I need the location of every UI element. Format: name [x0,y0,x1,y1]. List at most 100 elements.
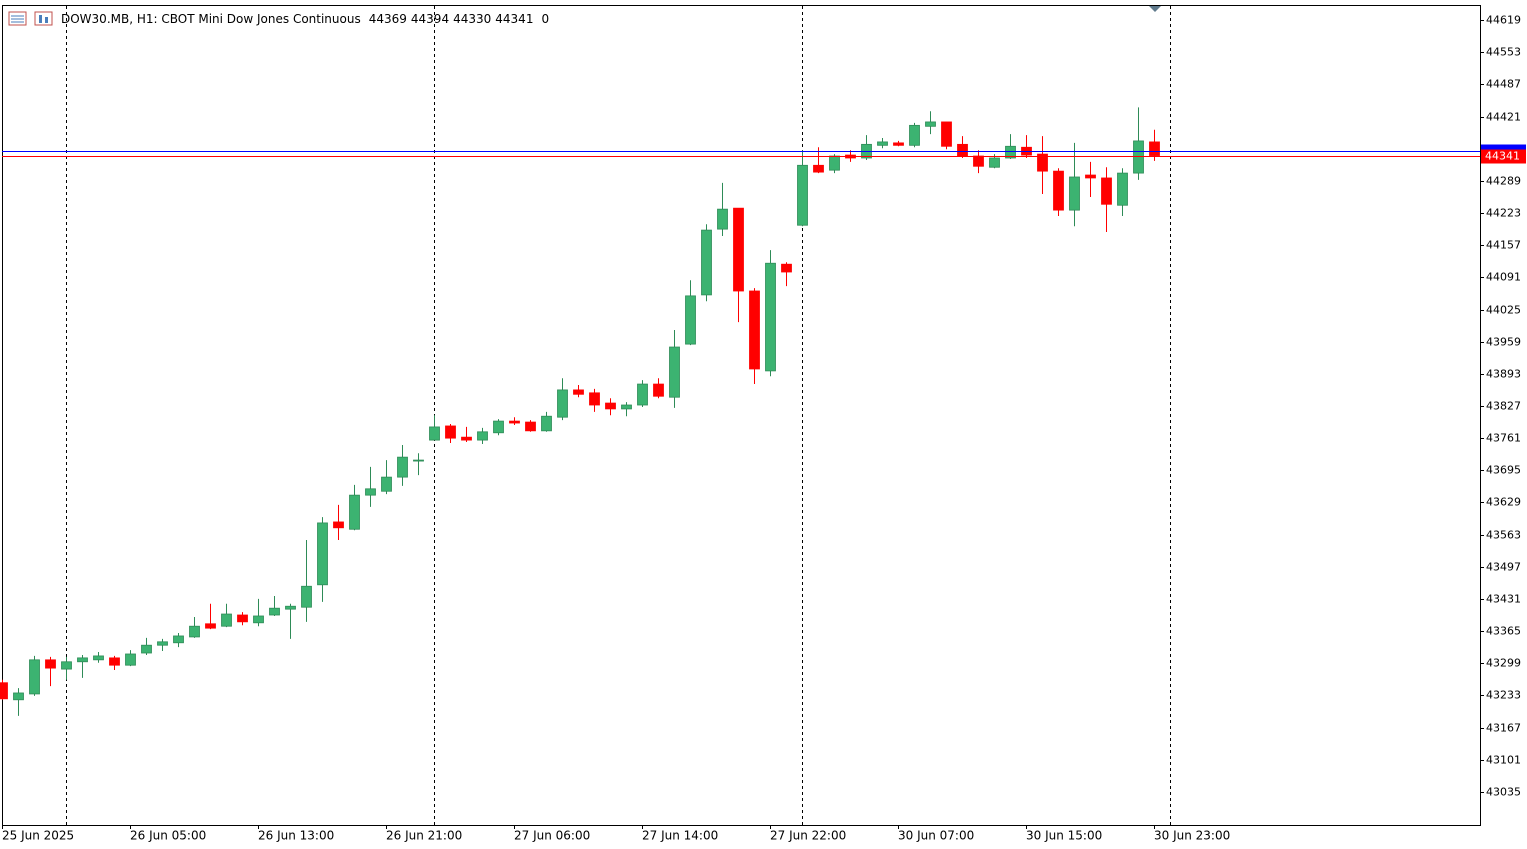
candle-body [893,142,904,146]
y-tick-label: 43365 [1486,625,1521,638]
bid-label-box [1481,149,1526,164]
y-tick-label: 43035 [1486,786,1521,799]
header-low: 44330 [453,12,491,26]
candle-body [77,657,88,663]
candle-body [189,625,200,638]
header-close: 44341 [495,12,533,26]
y-tick-label: 43761 [1486,432,1521,445]
candle-body [941,121,952,147]
x-tick-label: 25 Jun 2025 [2,829,74,843]
candle-body [221,613,232,627]
candle-body [29,659,40,695]
candle-body [797,164,808,226]
x-tick-label: 30 Jun 23:00 [1154,829,1230,843]
header-tail: 0 [541,12,549,26]
x-tick-label: 26 Jun 13:00 [258,829,334,843]
candle-body [1085,174,1096,179]
candle-body [733,207,744,292]
bid-label: 44341 [1485,150,1520,163]
candle-body [349,494,360,530]
candle-body [429,426,440,441]
y-tick-label: 44289 [1486,175,1521,188]
x-tick-label: 30 Jun 15:00 [1026,829,1102,843]
candle-body [909,124,920,146]
x-tick-label: 27 Jun 14:00 [642,829,718,843]
candle-body [269,607,280,616]
candle-body [93,655,104,661]
candle-body [1069,176,1080,211]
x-tick-label: 30 Jun 07:00 [898,829,974,843]
shift-marker [1149,6,1161,12]
candle-body [925,121,936,127]
y-tick-label: 43695 [1486,464,1521,477]
candle-body [397,456,408,478]
candle-body [589,392,600,406]
y-tick-label: 43563 [1486,529,1521,542]
y-tick-label: 43497 [1486,561,1521,574]
y-tick-label: 43431 [1486,593,1521,606]
candle-body [0,682,8,700]
candle-body [1005,145,1016,159]
candle-body [765,262,776,372]
candle-body [829,155,840,171]
y-tick-label: 44619 [1486,14,1521,27]
header-open: 44369 [369,12,407,26]
candle-body [285,605,296,610]
candle-body [157,641,168,646]
candle-body [813,164,824,173]
candle-body [253,615,264,624]
candle-body [61,661,72,670]
candle-body [573,389,584,395]
candle-body [173,635,184,644]
candle-body [1037,153,1048,172]
y-tick-label: 43299 [1486,657,1521,670]
candle-body [45,659,56,669]
y-tick-label: 44091 [1486,271,1521,284]
chart-title: DOW30.MB, H1: CBOT Mini Dow Jones Contin… [61,12,361,26]
candle-body [1101,177,1112,205]
y-tick-label: 43233 [1486,689,1521,702]
y-tick-label: 43893 [1486,368,1521,381]
candle-body [1133,140,1144,174]
candle-body [525,421,536,432]
candle-body [237,614,248,623]
y-tick-label: 43167 [1486,722,1521,735]
header-high: 44394 [411,12,449,26]
candle-body [477,431,488,441]
candle-body [1117,172,1128,206]
header-icons [8,11,53,26]
plot-frame [2,5,1481,826]
candle-body [541,415,552,432]
y-tick-label: 43827 [1486,400,1521,413]
candle-body [301,585,312,608]
y-tick-label: 44157 [1486,239,1521,252]
candle-body [205,623,216,629]
candle-body [413,459,424,462]
candle-body [717,208,728,230]
candle-body [989,157,1000,168]
y-tick-label: 43629 [1486,496,1521,509]
y-tick-label: 43101 [1486,754,1521,767]
x-tick-label: 26 Jun 05:00 [130,829,206,843]
candle-body [605,402,616,410]
candle-body [109,657,120,666]
candle-body [333,521,344,529]
candle-body [557,389,568,418]
x-tick-label: 27 Jun 06:00 [514,829,590,843]
x-tick-label: 27 Jun 22:00 [770,829,846,843]
y-tick-label: 44025 [1486,304,1521,317]
candle-body [141,644,152,654]
candle-body [701,229,712,296]
candle-body [461,436,472,441]
candle-body [509,420,520,424]
candle-body [13,692,24,701]
candle-body [685,295,696,345]
header: DOW30.MB, H1: CBOT Mini Dow Jones Contin… [61,12,549,26]
candle-body [317,522,328,586]
candle-body [653,383,664,397]
candle-body [125,653,136,666]
y-tick-label: 44487 [1486,78,1521,91]
candle-body [1053,170,1064,211]
y-tick-label: 44223 [1486,207,1521,220]
